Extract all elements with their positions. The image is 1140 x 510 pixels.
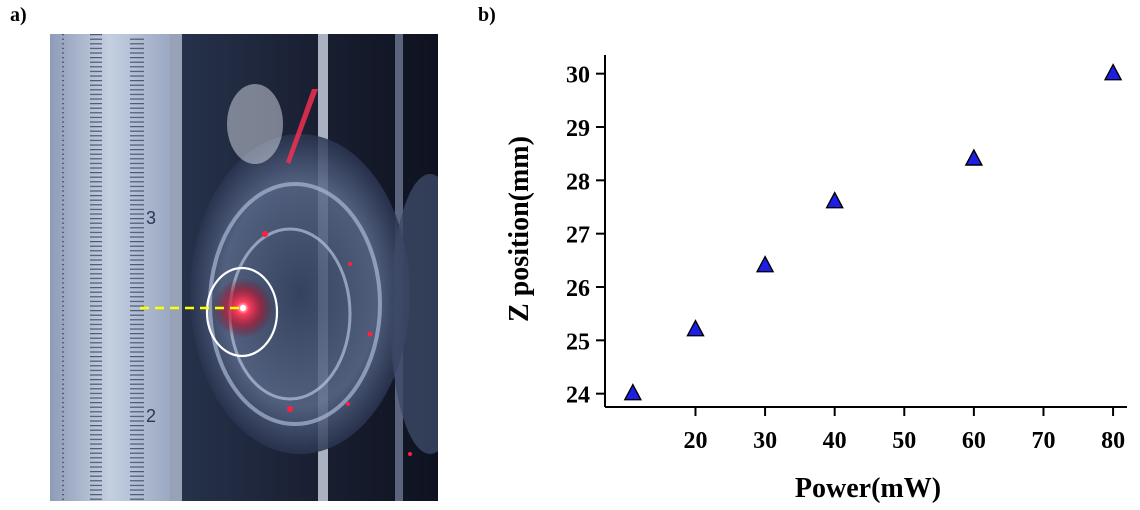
laser-focus-spot (240, 305, 246, 311)
ruler-ticks-left (62, 34, 102, 501)
focus-highlight-circle (205, 266, 279, 358)
y-tick-label: 27 (566, 223, 590, 249)
laser-speckle (287, 406, 293, 412)
right-optic (390, 174, 438, 454)
x-tick-label: 20 (683, 428, 707, 454)
y-tick-label: 30 (566, 63, 590, 89)
laser-speckle (346, 402, 350, 406)
y-tick-label: 26 (566, 276, 590, 302)
laser-streak (286, 89, 318, 164)
lens-outer-ring (190, 134, 410, 454)
data-point-triangle (623, 383, 643, 401)
x-tick-label: 50 (892, 428, 916, 454)
laser-speckle (348, 262, 352, 266)
y-tick-label: 29 (566, 116, 590, 142)
lens-middle-ring (208, 182, 382, 426)
tube-wall-left (170, 34, 182, 501)
data-point-triangle (964, 148, 984, 166)
x-tick-label: 60 (962, 428, 986, 454)
data-point-triangle (1103, 63, 1123, 81)
x-axis-title: Power(mW) (795, 473, 941, 504)
ruler-mark-2: 2 (146, 406, 156, 426)
lens-highlight (227, 84, 283, 164)
ruler-mark-3: 3 (146, 208, 156, 228)
panel-a-label: a) (10, 4, 27, 26)
experiment-photo: 3 2 (50, 34, 438, 501)
ruler-ticks-right (115, 36, 155, 501)
laser-speckle (408, 452, 412, 456)
y-tick-label: 24 (566, 383, 590, 409)
chart-axes (604, 55, 1127, 408)
laser-speckle (262, 231, 268, 237)
y-tick-label: 25 (566, 329, 590, 355)
data-point-triangle (825, 191, 844, 209)
laser-speckle (367, 331, 373, 337)
data-points (623, 63, 1123, 401)
x-tick-label: 30 (753, 428, 777, 454)
x-tick-label: 40 (823, 428, 847, 454)
data-point-triangle (755, 255, 775, 273)
y-tick-label: 28 (566, 169, 590, 195)
y-axis-title: Z position(mm) (504, 136, 535, 322)
x-tick-label: 70 (1031, 428, 1055, 454)
x-axis-ticks: 20 30 40 50 60 70 80 (683, 407, 1125, 454)
panel-b-label: b) (478, 4, 496, 26)
x-tick-label: 80 (1101, 428, 1125, 454)
y-axis-ticks: 24 25 26 27 28 29 30 (566, 63, 605, 409)
data-point-triangle (686, 319, 705, 337)
